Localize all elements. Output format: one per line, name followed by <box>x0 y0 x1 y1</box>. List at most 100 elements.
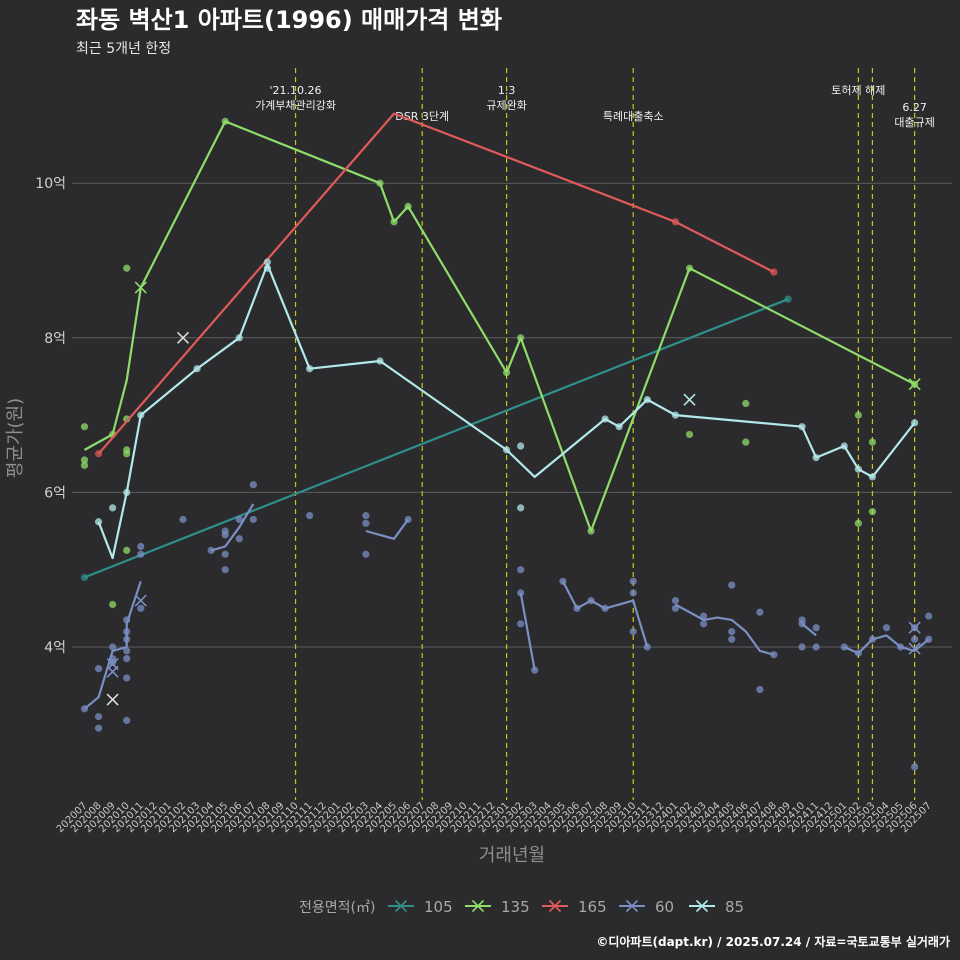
data-point <box>137 550 145 558</box>
event-label: 가계부채관리강화 <box>255 99 336 112</box>
data-point <box>742 438 750 446</box>
data-point <box>911 763 919 771</box>
data-point <box>517 442 525 450</box>
data-point <box>94 724 103 732</box>
y-tick-labels: 4억 6억 8억 10억 <box>35 176 66 656</box>
y-tick-label: 8억 <box>44 331 66 347</box>
data-point <box>854 411 862 419</box>
data-point <box>728 627 736 636</box>
event-label: 1.3 <box>498 84 516 97</box>
series-line <box>83 580 142 710</box>
data-point <box>80 423 89 431</box>
data-point <box>249 481 257 489</box>
legend-label: 85 <box>725 898 744 916</box>
legend-item-60: 60 <box>619 898 674 916</box>
data-point <box>306 511 314 520</box>
series-line <box>83 120 916 533</box>
data-point <box>109 643 117 651</box>
cross-marker <box>908 642 921 655</box>
data-point <box>854 519 862 527</box>
x-tick-labels: 2020072020082020092020102020112020122021… <box>55 800 934 835</box>
legend-label: 60 <box>655 898 674 916</box>
series-line <box>519 592 536 671</box>
legend-label: 105 <box>424 898 453 916</box>
series-line <box>210 503 255 552</box>
legend-cross <box>695 899 709 913</box>
data-point <box>179 515 187 524</box>
data-point <box>798 643 806 651</box>
data-point <box>629 589 637 597</box>
cross-marker <box>908 621 921 634</box>
data-point <box>925 612 933 620</box>
data-point <box>123 716 131 725</box>
legend-item-135: 135 <box>465 898 530 916</box>
chart-title: 좌동 벽산1 아파트(1996) 매매가격 변화 <box>76 6 502 34</box>
legend-cross <box>548 899 562 913</box>
legend-label: 165 <box>578 898 607 916</box>
data-point <box>812 624 820 632</box>
legend-item-105: 105 <box>388 898 453 916</box>
data-point <box>137 542 145 551</box>
data-point <box>868 438 877 446</box>
data-point <box>699 620 708 628</box>
cross-marker <box>683 393 696 406</box>
y-axis-label: 평균가(원) <box>5 398 26 478</box>
data-point <box>911 635 919 643</box>
data-point <box>94 665 103 673</box>
cross-marker <box>134 281 147 294</box>
event-label: '21.10.26 <box>270 84 322 97</box>
series-line <box>97 263 916 560</box>
data-point <box>235 515 243 524</box>
series-line <box>674 603 775 656</box>
event-label: 규제완화 <box>486 99 526 112</box>
data-point <box>362 511 370 520</box>
data-point <box>362 519 370 527</box>
cross-marker <box>106 665 119 678</box>
data-point <box>770 268 778 276</box>
data-point <box>123 264 131 272</box>
data-point <box>812 643 820 651</box>
data-point <box>728 581 736 589</box>
data-point <box>221 566 229 574</box>
cross-marker <box>908 378 921 391</box>
data-point <box>80 461 89 469</box>
data-point <box>123 450 131 458</box>
series-line <box>84 298 789 579</box>
series-line <box>97 112 775 455</box>
legend: 전용면적(㎡) 105 135 165 60 85 <box>299 898 744 916</box>
cross-marker <box>176 331 190 344</box>
series-line <box>843 634 930 655</box>
series-85 <box>94 258 919 560</box>
y-tick-label: 6억 <box>44 485 66 501</box>
series-135 <box>80 117 921 609</box>
data-point <box>517 620 525 628</box>
data-point <box>517 504 525 512</box>
data-point <box>882 624 891 632</box>
data-point <box>728 635 736 643</box>
event-label: 대출규제 <box>894 116 934 129</box>
data-point <box>123 546 131 554</box>
data-point <box>109 600 117 609</box>
event-label: 6.27 <box>902 101 927 114</box>
data-point <box>756 685 764 694</box>
series-line <box>561 580 649 648</box>
data-point <box>517 566 525 574</box>
data-point <box>235 535 243 543</box>
data-point <box>137 604 145 612</box>
data-point <box>249 515 257 524</box>
data-point <box>94 712 103 721</box>
data-point <box>770 651 778 659</box>
data-point <box>868 508 877 516</box>
data-point <box>685 430 694 439</box>
legend-label: 135 <box>501 898 530 916</box>
data-point <box>123 654 131 663</box>
legend-cross <box>471 899 485 913</box>
legend-item-165: 165 <box>542 898 607 916</box>
series-105 <box>80 295 792 582</box>
event-label: 특례대출축소 <box>603 110 664 123</box>
data-point <box>221 527 229 535</box>
event-label: 토허제 해제 <box>831 83 885 97</box>
legend-cross <box>625 899 639 913</box>
